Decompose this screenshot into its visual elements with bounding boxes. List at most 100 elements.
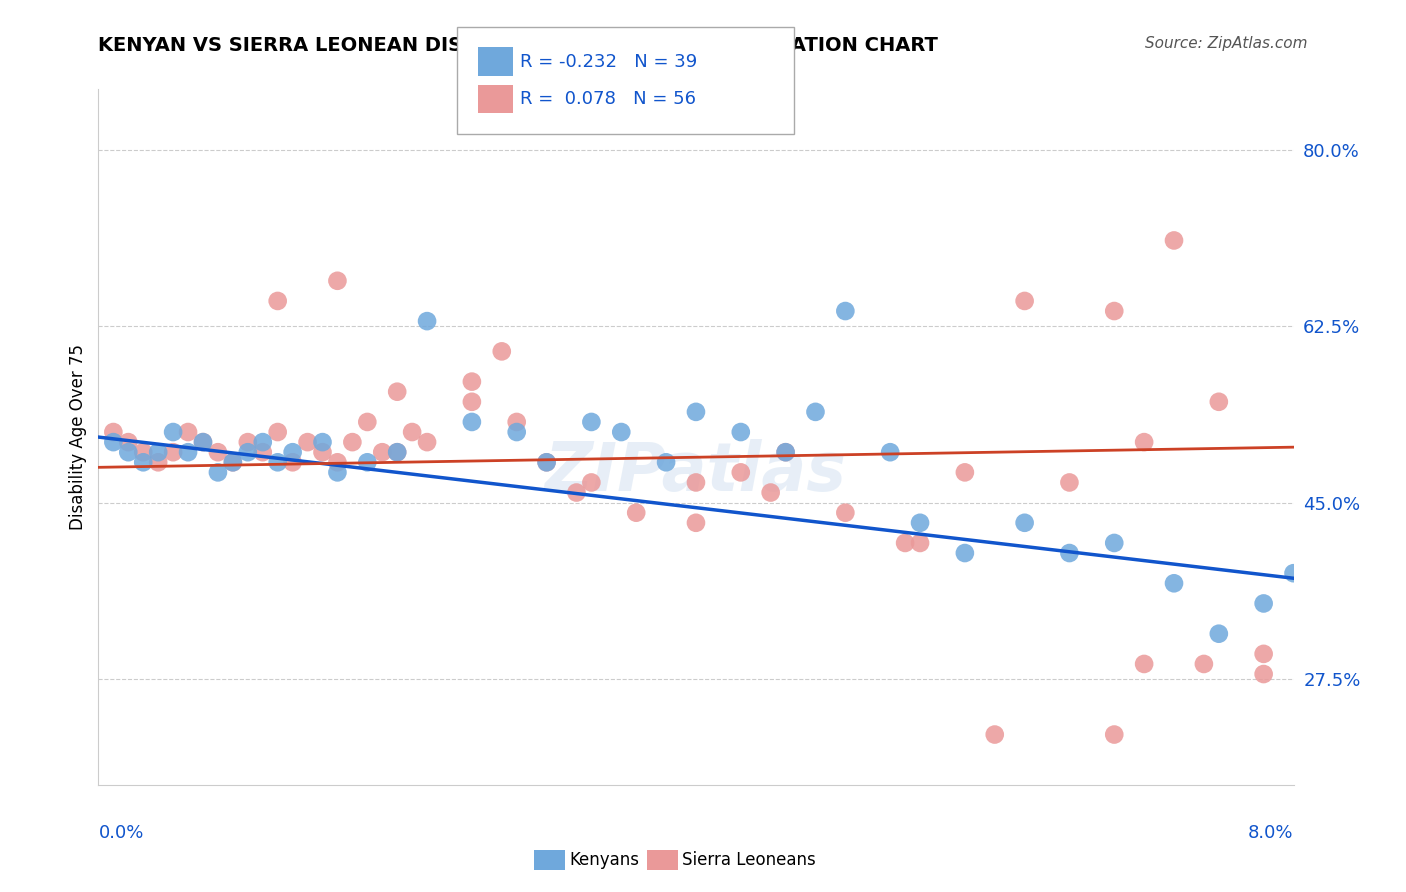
Point [356, 415, 378, 429]
Point [1208, 626, 1230, 640]
Text: R =  0.078   N = 56: R = 0.078 N = 56 [520, 90, 696, 108]
Point [953, 546, 976, 560]
Point [1163, 576, 1185, 591]
Point [191, 435, 214, 450]
Point [326, 455, 349, 469]
Point [148, 445, 170, 459]
Point [461, 375, 484, 389]
Point [252, 445, 274, 459]
Point [326, 466, 349, 480]
Point [148, 455, 170, 469]
Point [624, 506, 647, 520]
Y-axis label: Disability Age Over 75: Disability Age Over 75 [69, 344, 87, 530]
Point [117, 445, 139, 459]
Point [565, 485, 588, 500]
Point [581, 415, 603, 429]
Point [177, 445, 200, 459]
Text: KENYAN VS SIERRA LEONEAN DISABILITY AGE OVER 75 CORRELATION CHART: KENYAN VS SIERRA LEONEAN DISABILITY AGE … [98, 36, 938, 54]
Point [759, 485, 782, 500]
Point [491, 344, 513, 359]
Point [236, 435, 259, 450]
Point [1192, 657, 1215, 671]
Point [908, 536, 931, 550]
Point [207, 466, 229, 480]
Point [1133, 657, 1156, 671]
Point [311, 445, 333, 459]
Point [252, 435, 274, 450]
Point [1102, 727, 1125, 741]
Point [804, 405, 827, 419]
Point [685, 516, 707, 530]
Point [1312, 193, 1334, 207]
Point [162, 425, 184, 439]
Point [536, 455, 558, 469]
Point [236, 445, 259, 459]
Text: Kenyans: Kenyans [569, 851, 640, 869]
Point [311, 435, 333, 450]
Point [983, 727, 1005, 741]
Point [1253, 597, 1275, 611]
Point [1014, 293, 1036, 308]
Point [1133, 435, 1156, 450]
Point [1102, 304, 1125, 318]
Point [132, 455, 155, 469]
Text: Source: ZipAtlas.com: Source: ZipAtlas.com [1144, 36, 1308, 51]
Text: ZIPatlas: ZIPatlas [546, 439, 846, 505]
Point [536, 455, 558, 469]
Point [894, 536, 917, 550]
Point [730, 425, 752, 439]
Text: 0.0%: 0.0% [98, 824, 143, 842]
Point [610, 425, 633, 439]
Point [371, 445, 394, 459]
Point [1014, 516, 1036, 530]
Point [1208, 394, 1230, 409]
Point [775, 445, 797, 459]
Point [1163, 234, 1185, 248]
Point [103, 425, 125, 439]
Point [685, 475, 707, 490]
Point [267, 293, 290, 308]
Point [1343, 394, 1365, 409]
Point [177, 425, 200, 439]
Text: R = -0.232   N = 39: R = -0.232 N = 39 [520, 53, 697, 70]
Point [416, 435, 439, 450]
Point [356, 455, 378, 469]
Point [117, 435, 139, 450]
Point [730, 466, 752, 480]
Point [461, 394, 484, 409]
Text: 8.0%: 8.0% [1249, 824, 1294, 842]
Point [267, 455, 290, 469]
Point [281, 455, 304, 469]
Point [385, 445, 409, 459]
Point [581, 475, 603, 490]
Point [222, 455, 245, 469]
Point [401, 425, 423, 439]
Point [267, 425, 290, 439]
Point [103, 435, 125, 450]
Point [207, 445, 229, 459]
Point [281, 445, 304, 459]
Point [342, 435, 364, 450]
Point [685, 405, 707, 419]
Point [1102, 536, 1125, 550]
Point [1059, 475, 1081, 490]
Point [162, 445, 184, 459]
Point [834, 506, 856, 520]
Point [461, 415, 484, 429]
Point [506, 425, 529, 439]
Point [655, 455, 678, 469]
Point [132, 445, 155, 459]
Point [385, 445, 409, 459]
Point [222, 455, 245, 469]
Point [834, 304, 856, 318]
Point [1253, 647, 1275, 661]
Point [385, 384, 409, 399]
Point [1253, 667, 1275, 681]
Point [1059, 546, 1081, 560]
Point [416, 314, 439, 328]
Point [1282, 566, 1305, 581]
Point [775, 445, 797, 459]
Point [908, 516, 931, 530]
Text: Sierra Leoneans: Sierra Leoneans [682, 851, 815, 869]
Point [326, 274, 349, 288]
